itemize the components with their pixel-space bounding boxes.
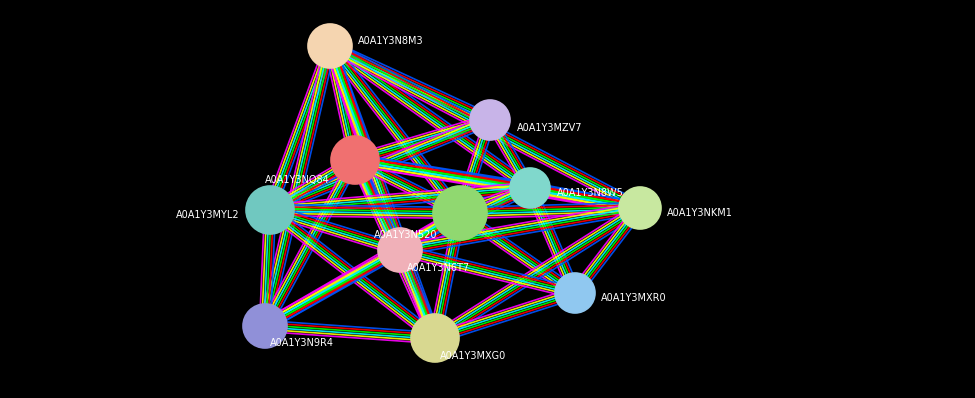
Text: A0A1Y3NKM1: A0A1Y3NKM1 xyxy=(667,208,733,218)
Circle shape xyxy=(308,24,352,68)
Text: A0A1Y3N520: A0A1Y3N520 xyxy=(373,230,437,240)
Circle shape xyxy=(378,228,422,272)
Text: A0A1Y3N8W5: A0A1Y3N8W5 xyxy=(557,188,624,198)
Circle shape xyxy=(411,314,459,362)
Circle shape xyxy=(510,168,550,208)
Circle shape xyxy=(243,304,287,348)
Circle shape xyxy=(470,100,510,140)
Text: A0A1Y3MZV7: A0A1Y3MZV7 xyxy=(517,123,582,133)
Text: A0A1Y3MXG0: A0A1Y3MXG0 xyxy=(440,351,506,361)
Circle shape xyxy=(246,186,294,234)
Text: A0A1Y3N6T7: A0A1Y3N6T7 xyxy=(407,263,470,273)
Text: A0A1Y3NQ84: A0A1Y3NQ84 xyxy=(265,175,330,185)
Text: A0A1Y3N9R4: A0A1Y3N9R4 xyxy=(270,338,334,348)
Circle shape xyxy=(433,186,487,240)
Circle shape xyxy=(619,187,661,229)
Text: A0A1Y3MYL2: A0A1Y3MYL2 xyxy=(176,210,240,220)
Circle shape xyxy=(555,273,595,313)
Circle shape xyxy=(331,136,379,184)
Text: A0A1Y3MXR0: A0A1Y3MXR0 xyxy=(601,293,667,303)
Text: A0A1Y3N8M3: A0A1Y3N8M3 xyxy=(358,36,423,46)
